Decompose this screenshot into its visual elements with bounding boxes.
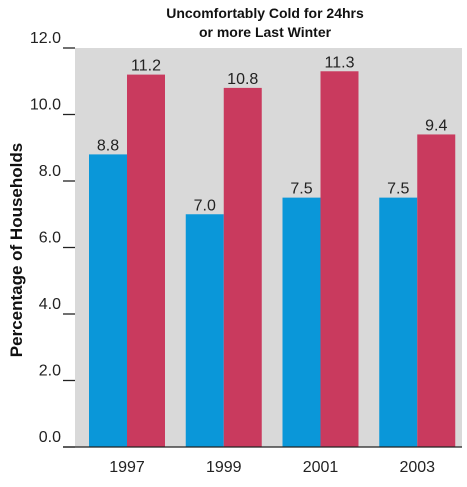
chart-title-line-1: Uncomfortably Cold for 24hrs (166, 5, 364, 21)
bar-value-label: 10.8 (227, 71, 258, 88)
bar-series-1-1999 (186, 214, 224, 447)
bar-series-2-1999 (224, 88, 262, 447)
y-axis-title: Percentage of Households (7, 143, 26, 357)
x-tick-label: 1999 (206, 459, 242, 476)
y-tick-label: 4.0 (39, 296, 61, 313)
bar-series-1-2003 (379, 198, 417, 447)
bar-value-label: 11.3 (325, 54, 355, 71)
bar-series-2-2001 (321, 71, 359, 447)
x-tick-label: 2001 (303, 459, 339, 476)
x-tick-label: 1997 (109, 459, 145, 476)
x-tick-label: 2003 (399, 459, 435, 476)
y-tick-label: 8.0 (39, 163, 61, 180)
y-tick-label: 6.0 (39, 230, 61, 247)
bar-value-label: 7.5 (290, 181, 312, 198)
bar-series-2-1997 (127, 75, 165, 447)
bar-value-label: 7.0 (194, 197, 216, 214)
y-tick-label: 2.0 (39, 363, 61, 380)
y-tick-label: 12.0 (30, 30, 61, 47)
chart-title-line-2: or more Last Winter (199, 24, 332, 40)
bar-value-label: 11.2 (131, 58, 161, 75)
bar-value-label: 7.5 (387, 181, 409, 198)
bar-series-1-2001 (283, 198, 321, 447)
y-tick-label: 0.0 (39, 429, 61, 446)
bar-value-label: 9.4 (425, 117, 447, 134)
y-tick-label: 10.0 (30, 97, 61, 114)
bar-value-label: 8.8 (97, 137, 119, 154)
bar-series-1-1997 (89, 154, 127, 447)
bar-series-2-2003 (417, 134, 455, 447)
